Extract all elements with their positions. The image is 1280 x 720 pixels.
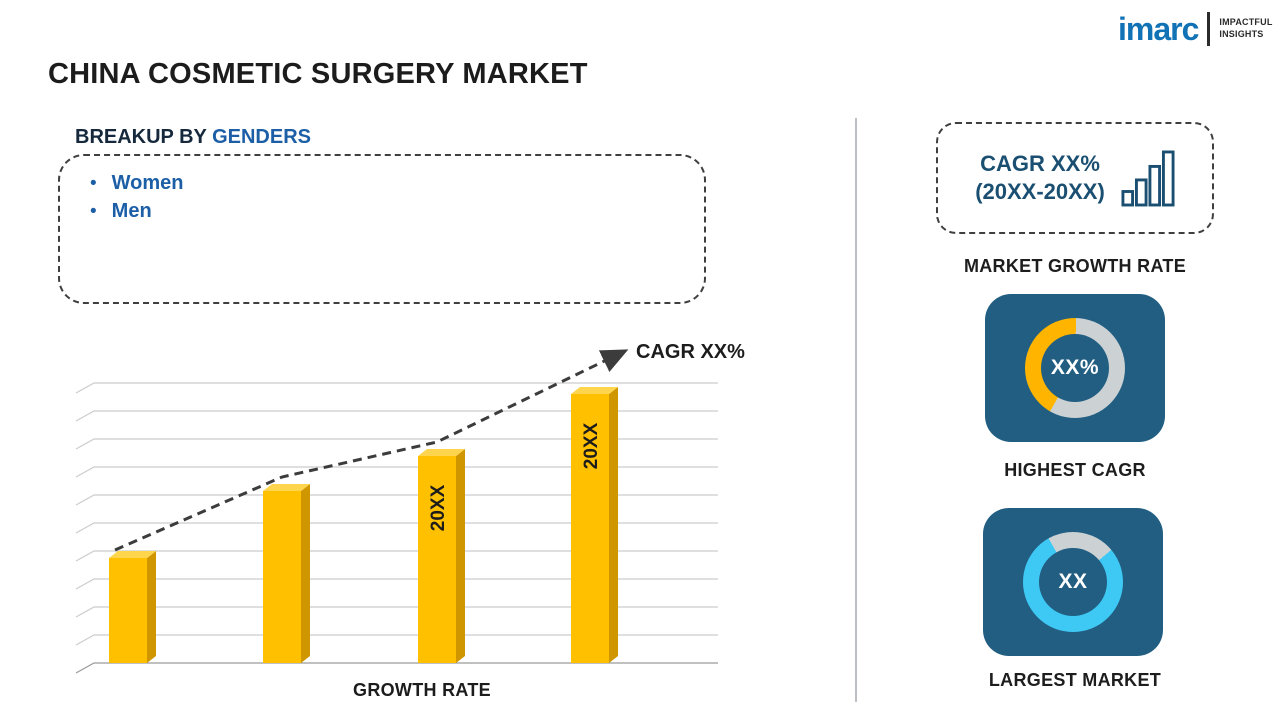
cagr-value: CAGR XX% bbox=[980, 151, 1100, 176]
highest-cagr-tile: XX% bbox=[985, 294, 1165, 442]
list-item-label: Men bbox=[111, 200, 152, 222]
page-title: CHINA COSMETIC SURGERY MARKET bbox=[48, 58, 588, 90]
svg-text:20XX: 20XX bbox=[428, 484, 449, 531]
highest-cagr-value: XX% bbox=[1050, 356, 1100, 379]
svg-text:20XX: 20XX bbox=[581, 422, 602, 469]
list-item: • Men bbox=[90, 200, 704, 223]
cagr-period: (20XX-20XX) bbox=[975, 179, 1105, 204]
growth-bar-chart: 20XX 20XX bbox=[75, 349, 718, 674]
market-growth-rate-caption: MARKET GROWTH RATE bbox=[963, 256, 1187, 276]
logo-tagline: IMPACTFUL INSIGHTS bbox=[1219, 17, 1272, 40]
section-heading: BREAKUP BY GENDERS bbox=[75, 126, 311, 149]
largest-market-donut: XX bbox=[1023, 532, 1123, 632]
largest-market-value: XX bbox=[1058, 570, 1088, 593]
bullet-icon: • bbox=[90, 201, 97, 222]
cagr-annotation: CAGR XX% bbox=[636, 341, 745, 363]
bar-chart-icon bbox=[1121, 150, 1175, 207]
largest-market-tile: XX bbox=[983, 508, 1163, 656]
imarc-wordmark: imarc bbox=[1118, 11, 1199, 47]
highest-cagr-donut: XX% bbox=[1025, 318, 1125, 418]
list-item: • Women bbox=[90, 172, 704, 195]
highest-cagr-caption: HIGHEST CAGR bbox=[1004, 460, 1146, 480]
section-heading-highlight: GENDERS bbox=[212, 126, 311, 148]
imarc-logo: imarc IMPACTFUL INSIGHTS bbox=[1118, 12, 1273, 46]
breakup-list: • Women • Men bbox=[90, 172, 704, 223]
largest-market-caption: LARGEST MARKET bbox=[988, 670, 1162, 690]
bullet-icon: • bbox=[90, 173, 97, 194]
vertical-divider bbox=[855, 118, 857, 702]
section-heading-prefix: BREAKUP BY bbox=[75, 126, 213, 148]
logo-divider bbox=[1207, 12, 1211, 46]
list-item-label: Women bbox=[111, 172, 184, 194]
logo-tagline-line1: IMPACTFUL bbox=[1219, 17, 1273, 28]
cagr-card-text: CAGR XX% (20XX-20XX) bbox=[975, 150, 1105, 206]
breakup-box: • Women • Men bbox=[58, 154, 706, 304]
chart-xlabel: GROWTH RATE bbox=[353, 680, 491, 700]
logo-tagline-line2: INSIGHTS bbox=[1219, 29, 1264, 39]
cagr-card: CAGR XX% (20XX-20XX) bbox=[936, 122, 1214, 234]
